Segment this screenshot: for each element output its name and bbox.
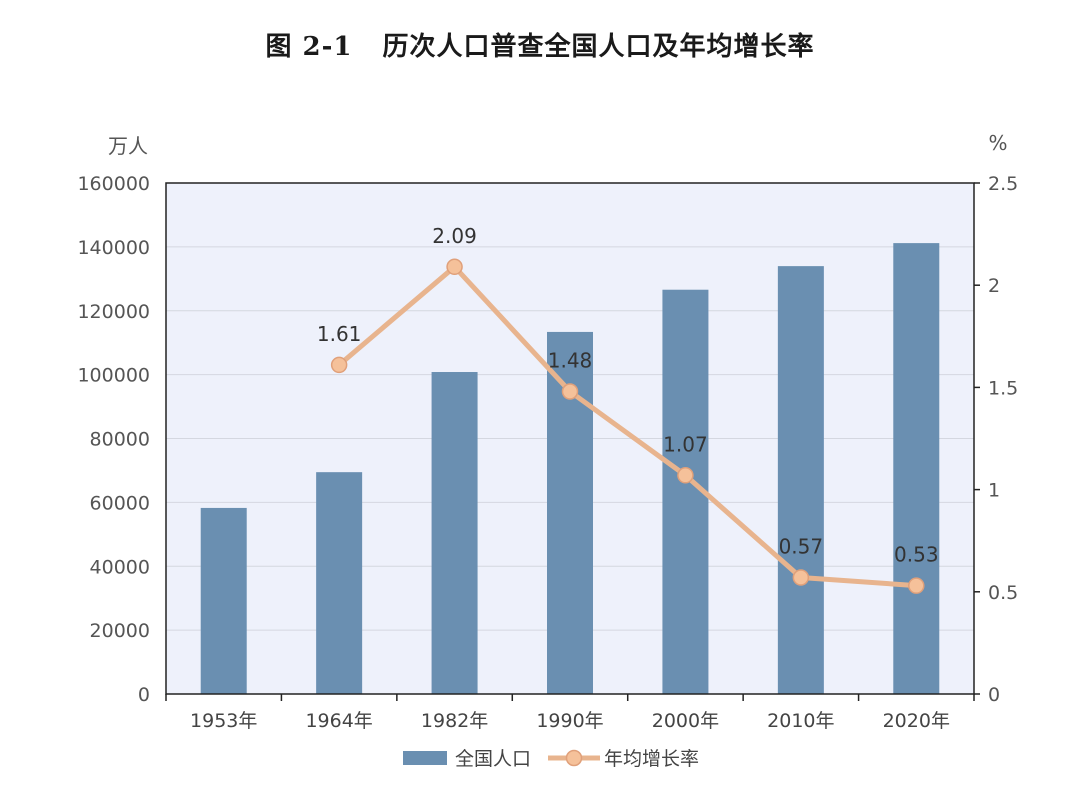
y-left-tick-label: 100000	[77, 365, 150, 387]
legend-bar-swatch	[403, 751, 447, 765]
growth-rate-label: 0.57	[779, 534, 824, 558]
x-tick-label: 1964年	[305, 710, 372, 732]
legend-line-marker	[565, 749, 583, 767]
y-left-tick-label: 140000	[77, 237, 150, 259]
chart-title-text: 历次人口普查全国人口及年均增长率	[382, 32, 815, 62]
y-right-tick-label: 0	[988, 684, 1000, 706]
growth-rate-point	[330, 356, 348, 374]
legend-bar-label: 全国人口	[455, 748, 531, 770]
x-tick-label: 1982年	[421, 710, 488, 732]
growth-rate-point	[446, 258, 463, 276]
x-tick-label: 1953年	[190, 710, 257, 732]
y-left-tick-label: 60000	[90, 492, 150, 514]
population-bar	[893, 243, 940, 694]
growth-rate-point	[908, 577, 925, 594]
y-right-tick-label: 1	[988, 480, 1000, 502]
x-tick-label: 1990年	[536, 710, 603, 732]
growth-rate-label: 1.61	[317, 322, 362, 346]
y-right-tick-label: 0.5	[988, 582, 1018, 604]
growth-rate-line	[337, 264, 917, 589]
y-right-tick-label: 2	[988, 275, 1000, 297]
chart-title: 图 2-1 历次人口普查全国人口及年均增长率	[0, 26, 1080, 63]
y-left-tick-label: 20000	[90, 620, 150, 642]
y-left-tick-label: 120000	[77, 301, 150, 323]
growth-rate-label: 1.48	[548, 348, 593, 372]
growth-rate-point	[792, 569, 810, 586]
population-bar	[316, 472, 363, 694]
growth-rate-label: 2.09	[432, 224, 477, 248]
y-left-tick-label: 40000	[90, 556, 150, 578]
growth-rate-point	[561, 383, 579, 400]
y-left-tick-label: 80000	[90, 429, 150, 451]
population-bar	[200, 507, 247, 694]
y-right-tick-label: 1.5	[988, 377, 1018, 399]
chart-title-number: 图 2-1	[265, 32, 353, 62]
y-right-unit: %	[988, 131, 1007, 155]
growth-rate-label: 0.53	[894, 543, 939, 567]
y-left-unit: 万人	[108, 134, 148, 158]
plot-frame	[165, 182, 975, 695]
x-tick-label: 2000年	[652, 710, 719, 732]
legend-line-label: 年均增长率	[604, 748, 699, 770]
growth-rate-label: 1.07	[663, 432, 708, 456]
x-tick-label: 2020年	[883, 710, 950, 732]
y-left-tick-label: 160000	[77, 173, 150, 195]
population-bar	[777, 266, 824, 694]
y-left-tick-label: 0	[138, 684, 150, 706]
x-tick-label: 2010年	[767, 710, 834, 732]
y-right-tick-label: 2.5	[988, 173, 1018, 195]
population-bar	[431, 372, 478, 694]
growth-rate-point	[677, 467, 694, 484]
